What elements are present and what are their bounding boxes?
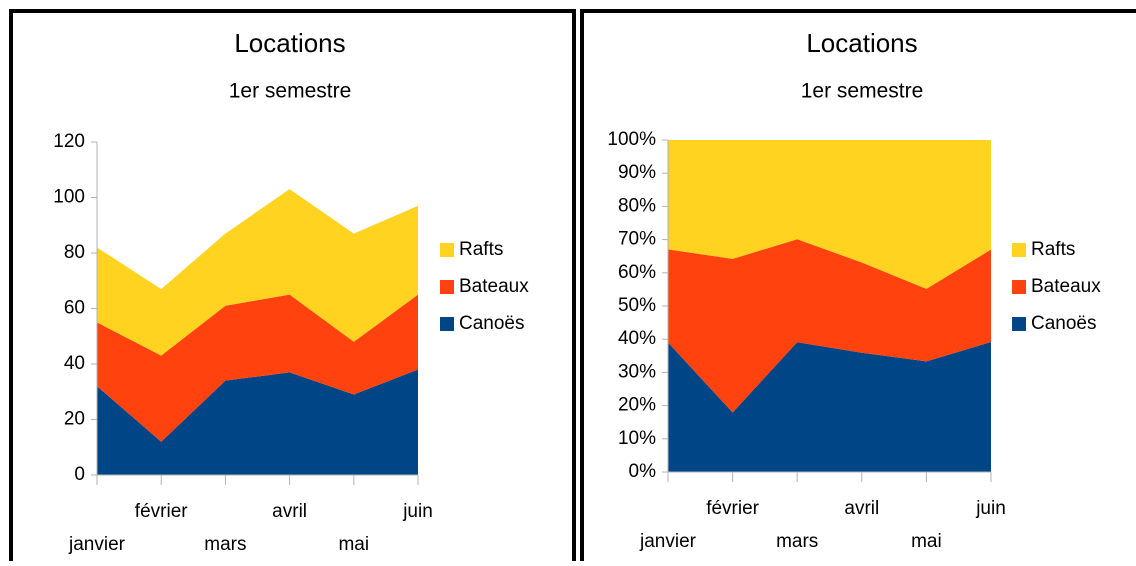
y-tick-label: 40 <box>64 353 85 374</box>
y-tick-label: 60% <box>618 262 656 283</box>
x-tick-label: mai <box>911 531 942 552</box>
y-tick-label: 80 <box>64 242 85 263</box>
y-tick-label: 0% <box>629 461 657 482</box>
chart-frame <box>580 9 1136 566</box>
y-tick-label: 20 <box>64 409 85 430</box>
area <box>97 369 418 475</box>
legend-swatch <box>1012 243 1026 257</box>
y-tick-label: 0 <box>74 464 85 485</box>
chart-subtitle: 1er semestre <box>801 80 924 103</box>
legend-label: Bateaux <box>459 276 529 297</box>
legend-swatch <box>1012 317 1026 331</box>
x-tick-label: février <box>706 498 759 519</box>
legend-label: Rafts <box>1031 239 1075 260</box>
legend-swatch <box>440 317 454 331</box>
x-tick-label: avril <box>272 501 307 522</box>
x-tick-label: janvier <box>639 531 697 552</box>
legend-label: Canoës <box>459 313 525 334</box>
x-tick-label: mars <box>204 534 246 555</box>
y-tick-label: 70% <box>618 229 656 250</box>
legend-label: Bateaux <box>1031 276 1101 297</box>
area <box>97 189 418 356</box>
legend-label: Rafts <box>459 239 503 260</box>
y-tick-label: 80% <box>618 195 656 216</box>
legend-swatch <box>440 280 454 294</box>
chart-subtitle: 1er semestre <box>229 80 352 103</box>
y-tick-label: 40% <box>618 328 656 349</box>
x-tick-label: février <box>135 501 188 522</box>
x-tick-label: juin <box>975 498 1006 519</box>
chart-title: Locations <box>234 28 345 58</box>
area <box>668 140 991 289</box>
y-tick-label: 90% <box>618 162 656 183</box>
y-tick-label: 10% <box>618 428 656 449</box>
y-tick-label: 30% <box>618 361 656 382</box>
area <box>668 239 991 413</box>
area <box>668 341 991 472</box>
area <box>97 294 418 442</box>
y-tick-label: 100 <box>53 187 85 208</box>
legend-swatch <box>440 243 454 257</box>
chart-frame <box>9 9 576 566</box>
y-tick-label: 60 <box>64 298 85 319</box>
y-tick-label: 100% <box>607 129 656 150</box>
y-tick-label: 50% <box>618 295 656 316</box>
x-tick-label: juin <box>402 501 433 522</box>
y-tick-label: 20% <box>618 395 656 416</box>
chart-title: Locations <box>806 28 917 58</box>
y-tick-label: 120 <box>53 131 85 152</box>
x-tick-label: janvier <box>68 534 126 555</box>
x-tick-label: mai <box>338 534 369 555</box>
legend-label: Canoës <box>1031 313 1097 334</box>
legend-swatch <box>1012 280 1026 294</box>
x-tick-label: mars <box>776 531 818 552</box>
x-tick-label: avril <box>844 498 879 519</box>
